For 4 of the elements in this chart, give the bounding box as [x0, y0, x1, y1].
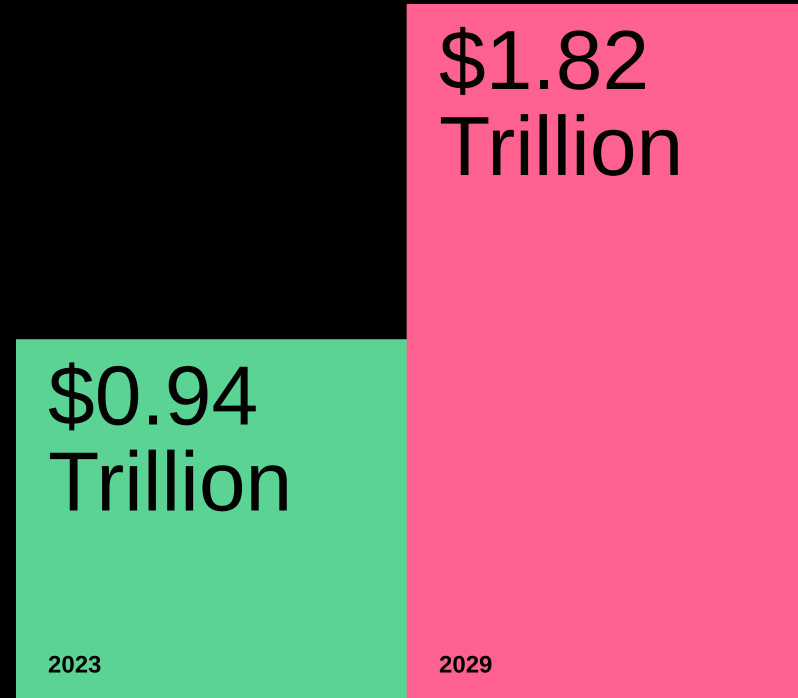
data-label: $0.94 Trillion: [48, 348, 292, 529]
data-label: $1.82 Trillion: [439, 13, 684, 194]
x-tick-label: 2023: [48, 652, 102, 679]
x-tick-label: 2029: [439, 652, 492, 679]
